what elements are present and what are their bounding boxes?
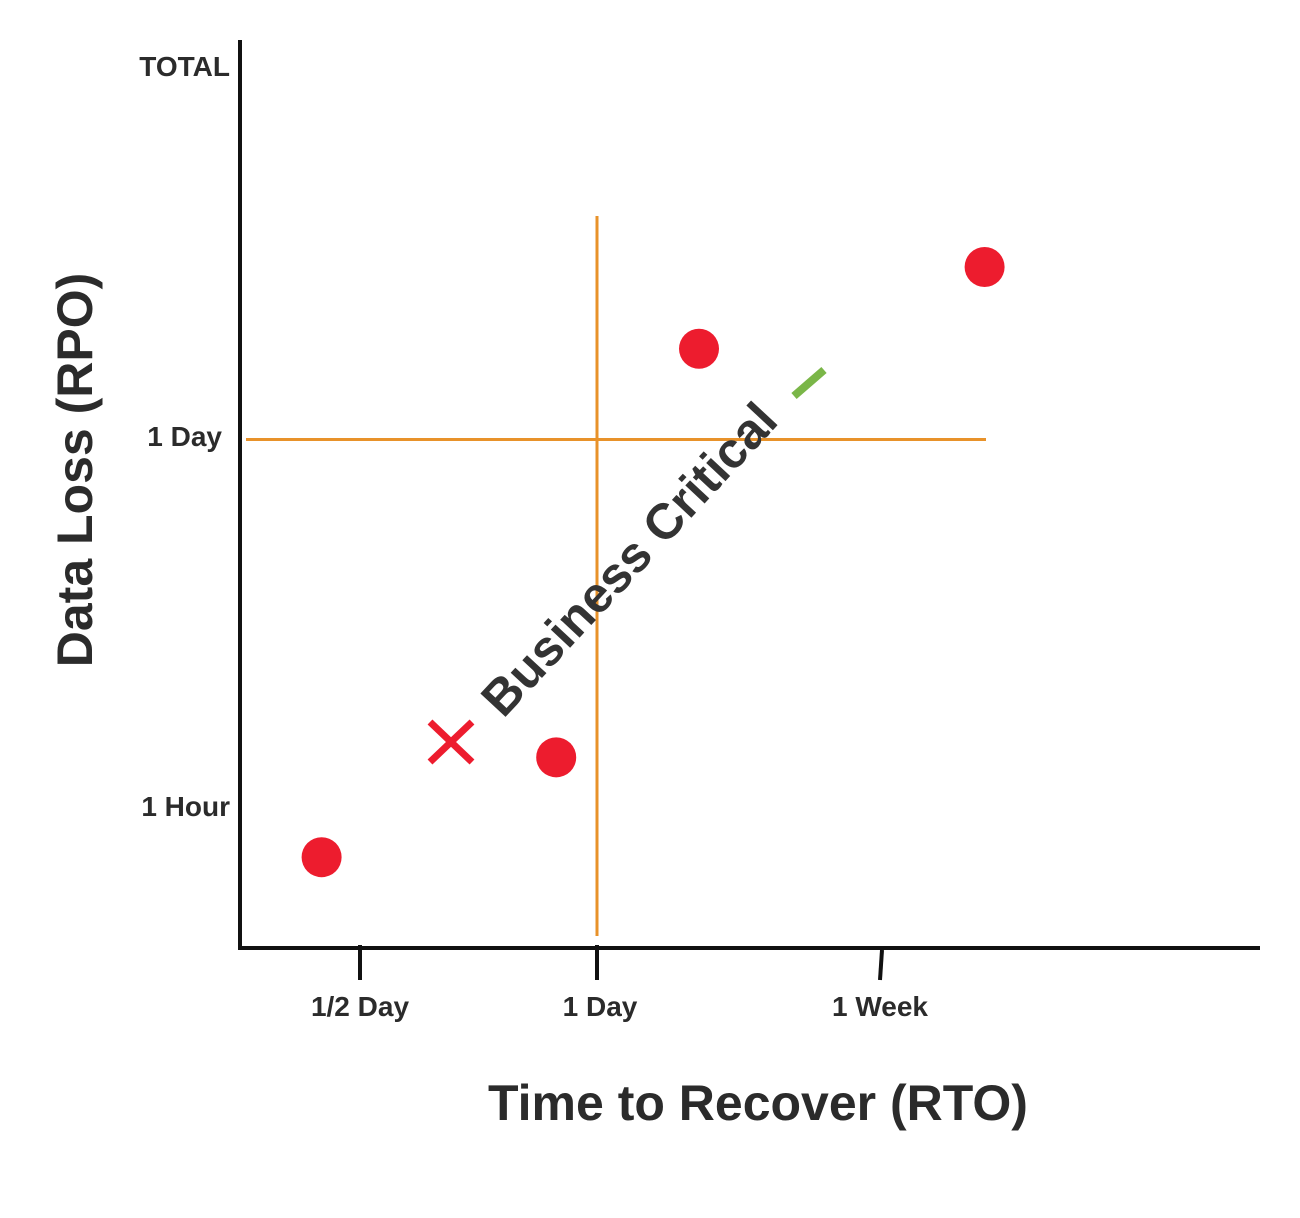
- y-tick-label-total: TOTAL: [139, 51, 230, 82]
- x-axis-title: Time to Recover (RTO): [488, 1075, 1028, 1131]
- business-critical-label: Business Critical: [470, 392, 788, 727]
- cross-icon: [427, 719, 475, 765]
- x-tick-label-half-day: 1/2 Day: [311, 991, 409, 1022]
- x-tick-mark-1-week: [878, 949, 884, 981]
- x-tick-label-1-week: 1 Week: [832, 991, 928, 1022]
- y-tick-label-1-hour: 1 Hour: [141, 791, 230, 822]
- x-tick-label-1-day: 1 Day: [563, 991, 638, 1022]
- y-tick-label-1-day: 1 Day: [147, 421, 222, 452]
- data-point-4: [964, 247, 1005, 287]
- data-points: [301, 247, 1005, 878]
- y-axis-title: Data Loss (RPO): [47, 273, 103, 668]
- check-icon: [791, 366, 827, 400]
- data-point-2: [536, 737, 577, 778]
- data-point-3: [679, 328, 719, 369]
- data-point-1: [301, 837, 342, 878]
